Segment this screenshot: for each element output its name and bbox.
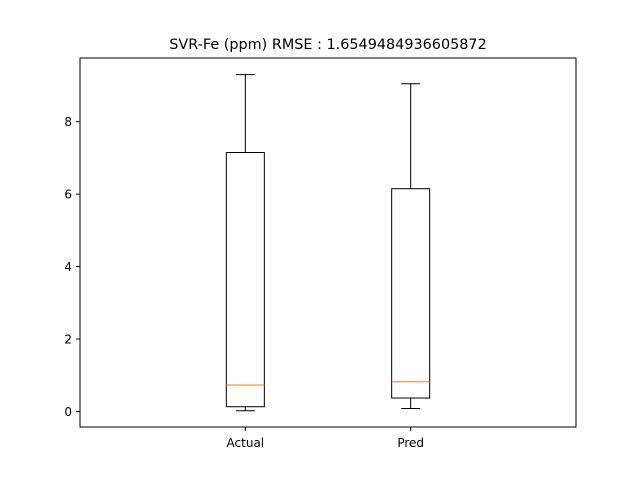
plot-area: 0 2 4 6 8 Actual Pred <box>64 74 431 450</box>
box-iqr <box>225 152 265 408</box>
y-tick-label: 8 <box>64 115 72 129</box>
y-tick-label: 6 <box>64 188 72 202</box>
y-tick-label: 4 <box>64 260 72 274</box>
x-tick-label: Actual <box>227 436 265 450</box>
y-tick-label: 2 <box>64 333 72 347</box>
chart-title: SVR-Fe (ppm) RMSE : 1.6549484936605872 <box>169 37 486 53</box>
box-iqr <box>391 188 431 399</box>
x-tick-label: Pred <box>397 436 424 450</box>
y-tick-label: 0 <box>64 405 72 419</box>
axes-frame <box>79 57 577 428</box>
